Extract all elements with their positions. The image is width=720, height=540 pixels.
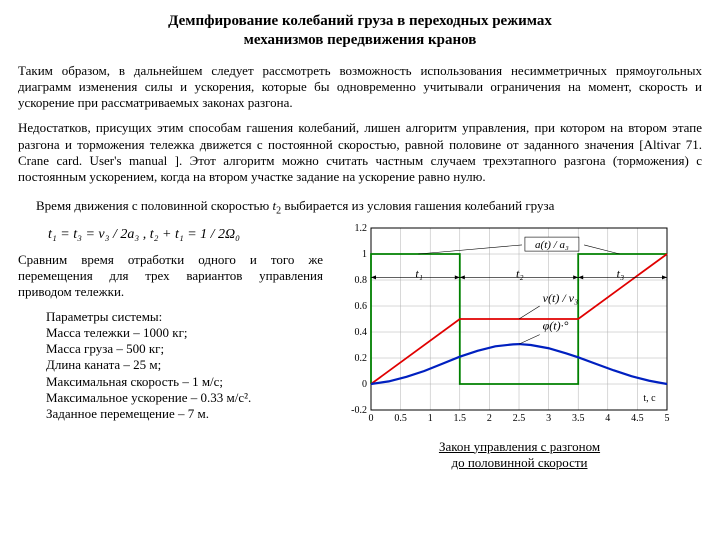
svg-text:t₃: t₃: [617, 267, 625, 281]
svg-text:1.2: 1.2: [355, 223, 368, 234]
svg-text:4.5: 4.5: [631, 413, 644, 424]
svg-text:t₁: t₁: [415, 267, 423, 281]
svg-text:0: 0: [369, 413, 374, 424]
svg-text:a(t) / a₃: a(t) / a₃: [535, 239, 569, 251]
svg-text:4: 4: [605, 413, 610, 424]
svg-text:1: 1: [428, 413, 433, 424]
page-title: Демпфирование колебаний груза в переходн…: [18, 12, 702, 50]
formula: t₁ = t₃ = v₃ / 2a₃ , t₂ + t₁ = 1 / 2Ω₀: [48, 226, 323, 244]
svg-text:3: 3: [546, 413, 551, 424]
system-parameters: Параметры системы: Масса тележки – 1000 …: [46, 309, 323, 423]
svg-text:1: 1: [362, 249, 367, 260]
svg-text:v(t) / v₃: v(t) / v₃: [543, 291, 578, 305]
svg-text:0.2: 0.2: [355, 353, 368, 364]
svg-text:0.5: 0.5: [394, 413, 407, 424]
svg-text:φ(t)·°: φ(t)·°: [543, 319, 569, 333]
svg-text:0: 0: [362, 379, 367, 390]
svg-text:5: 5: [665, 413, 670, 424]
paragraph-2: Недостатков, присущих этим способам гаше…: [18, 120, 702, 185]
svg-text:2.5: 2.5: [513, 413, 526, 424]
svg-text:0.8: 0.8: [355, 275, 368, 286]
svg-text:0.6: 0.6: [355, 301, 368, 312]
svg-text:3.5: 3.5: [572, 413, 585, 424]
svg-text:t₂: t₂: [516, 267, 524, 281]
paragraph-1: Таким образом, в дальнейшем следует расс…: [18, 63, 702, 112]
svg-text:t, c: t, c: [643, 393, 656, 404]
paragraph-3: Время движения с половинной скоростью t2…: [18, 198, 702, 218]
svg-text:-0.2: -0.2: [351, 405, 367, 416]
compare-text: Сравним время отработки одного и того же…: [18, 252, 323, 301]
svg-text:1.5: 1.5: [454, 413, 467, 424]
control-law-chart: 00.511.522.533.544.55-0.200.20.40.60.811…: [337, 220, 677, 430]
svg-text:2: 2: [487, 413, 492, 424]
svg-text:0.4: 0.4: [355, 327, 368, 338]
chart-caption: Закон управления с разгономдо половинной…: [337, 439, 702, 472]
